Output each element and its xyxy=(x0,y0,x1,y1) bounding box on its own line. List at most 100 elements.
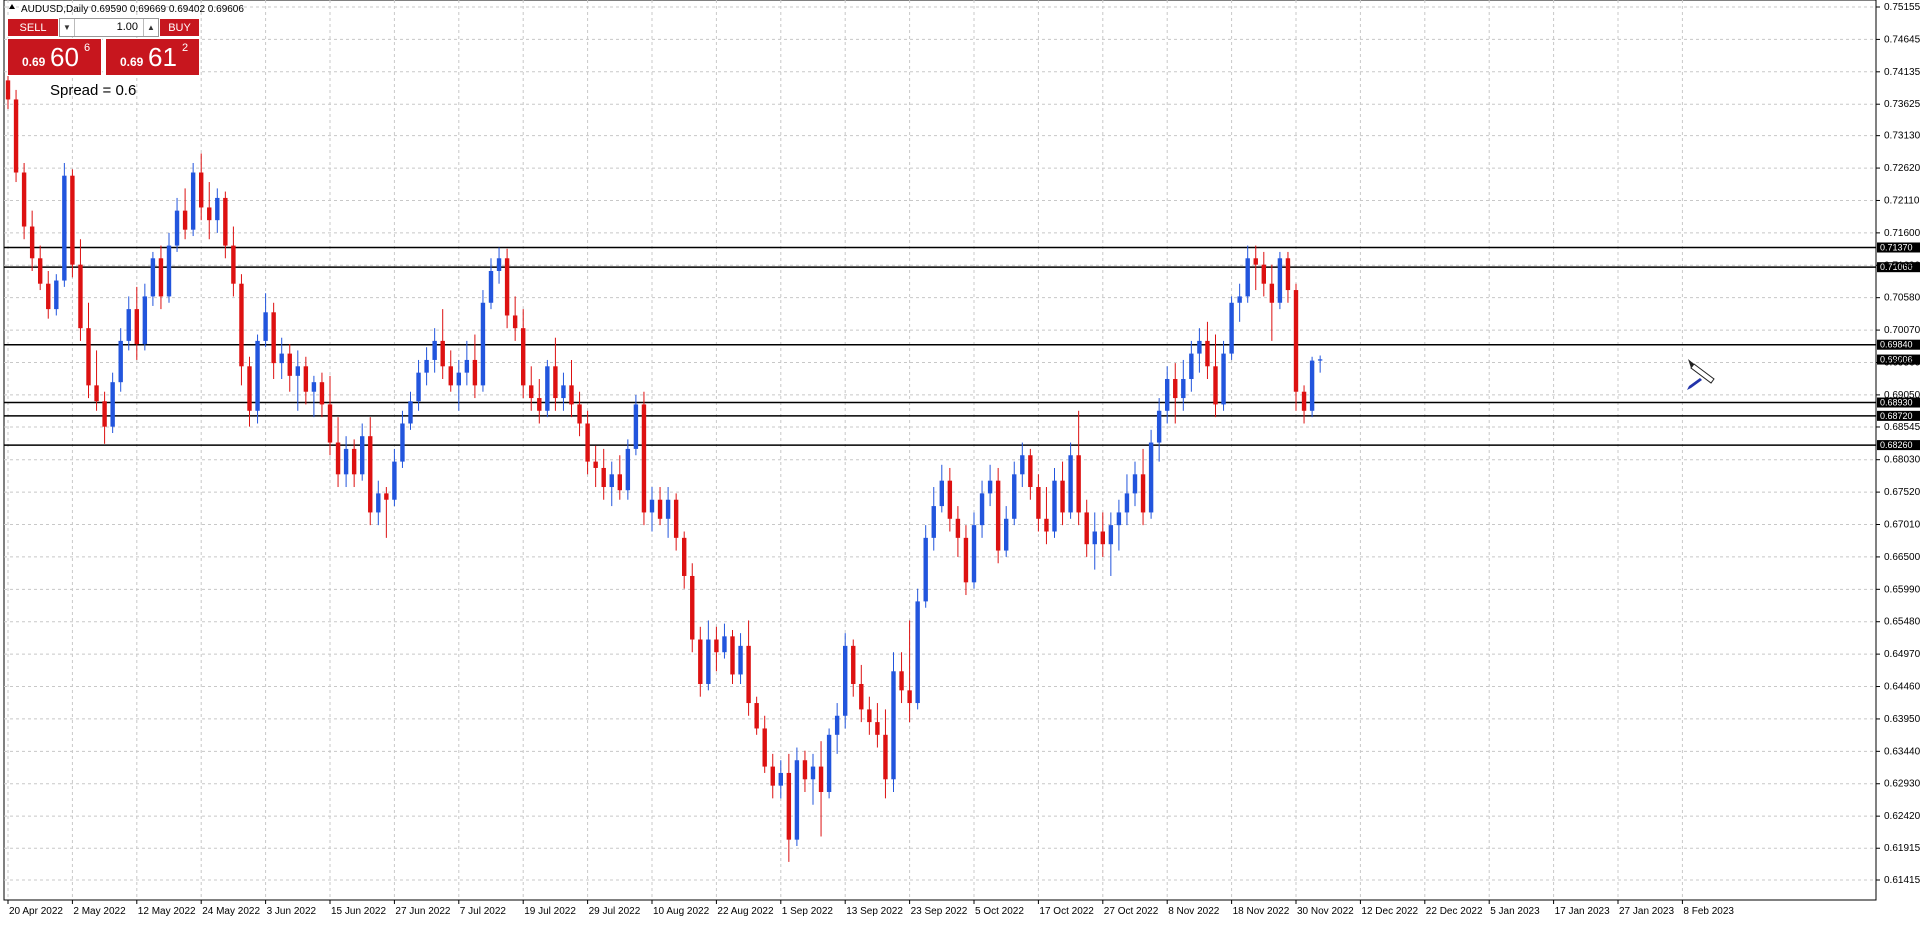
x-tick-label: 2 May 2022 xyxy=(73,906,126,917)
candle-body xyxy=(1116,512,1122,526)
candle-body xyxy=(802,760,808,780)
candle-body xyxy=(287,353,292,376)
candle-body xyxy=(722,636,727,653)
candle-body xyxy=(931,506,936,538)
candle-body xyxy=(1317,359,1323,361)
lot-increase-icon[interactable]: ▲ xyxy=(143,19,158,36)
candle-body xyxy=(690,575,695,640)
candle-body xyxy=(1132,474,1138,494)
candle-body xyxy=(601,467,606,488)
level-label: 0.68720 xyxy=(1880,411,1913,421)
candle-body xyxy=(738,645,743,675)
lot-size-input[interactable]: ▼ 1.00 ▲ xyxy=(59,18,159,37)
candle-body xyxy=(834,715,840,735)
y-tick-label: 0.68545 xyxy=(1884,422,1920,433)
candle-body xyxy=(408,401,413,424)
y-tick-label: 0.70070 xyxy=(1884,325,1920,336)
candle-body xyxy=(1092,531,1097,545)
lot-decrease-icon[interactable]: ▼ xyxy=(60,19,75,36)
candle-body xyxy=(810,766,816,780)
y-tick-label: 0.73625 xyxy=(1884,99,1920,110)
candle-body xyxy=(239,283,244,367)
candle-body xyxy=(488,270,494,303)
candle-body xyxy=(440,340,445,367)
sell-price-point: 6 xyxy=(84,42,91,54)
candle-body xyxy=(1028,455,1033,488)
x-tick-label: 23 Sep 2022 xyxy=(911,906,968,917)
candle-body xyxy=(5,80,11,100)
x-tick-label: 24 May 2022 xyxy=(202,906,260,917)
y-tick-label: 0.64970 xyxy=(1884,649,1920,660)
candle-body xyxy=(279,353,284,364)
candle-body xyxy=(939,480,944,507)
level-label: 0.68930 xyxy=(1880,398,1913,408)
candle-body xyxy=(770,766,775,786)
candle-body xyxy=(529,385,534,399)
level-label-bg xyxy=(1877,410,1920,421)
candle-body xyxy=(255,340,260,411)
chart-grid xyxy=(4,0,1876,900)
buy-price-button[interactable]: 0.69 61 2 xyxy=(105,38,200,76)
candle-body xyxy=(1148,442,1154,513)
buy-button[interactable]: BUY xyxy=(159,18,200,37)
x-tick-label: 1 Sep 2022 xyxy=(782,906,834,917)
candle-body xyxy=(207,207,212,221)
candle-body xyxy=(1213,366,1218,405)
candle-body xyxy=(1124,493,1130,513)
candle-body xyxy=(569,385,574,405)
candle-body xyxy=(561,385,566,399)
candle-body xyxy=(963,537,969,583)
y-tick-label: 0.75155 xyxy=(1884,2,1920,13)
y-tick-label: 0.70580 xyxy=(1884,293,1920,304)
collapse-arrow-icon[interactable] xyxy=(9,4,15,9)
candle-body xyxy=(971,525,977,583)
x-tick-label: 12 Dec 2022 xyxy=(1361,906,1418,917)
candle-body xyxy=(231,245,236,284)
candle-body xyxy=(859,683,864,710)
candle-body xyxy=(360,436,365,475)
candle-body xyxy=(126,309,131,341)
candle-body xyxy=(376,493,381,513)
x-tick-label: 17 Jan 2023 xyxy=(1555,906,1610,917)
y-tick-label: 0.66500 xyxy=(1884,552,1920,563)
candle-body xyxy=(577,404,582,424)
candle-body xyxy=(86,328,91,386)
candle-body xyxy=(1068,455,1073,513)
y-tick-label: 0.62420 xyxy=(1884,811,1920,822)
candle-body xyxy=(215,197,220,221)
candle-body xyxy=(319,382,325,405)
candle-body xyxy=(368,436,373,513)
candle-body xyxy=(295,366,300,376)
candle-body xyxy=(786,772,792,840)
candle-body xyxy=(730,636,735,675)
candle-body xyxy=(746,645,751,704)
x-tick-label: 17 Oct 2022 xyxy=(1039,906,1094,917)
buy-price-prefix: 0.69 xyxy=(120,55,144,69)
candle-body xyxy=(46,283,51,310)
y-tick-label: 0.73130 xyxy=(1884,131,1920,142)
candle-body xyxy=(682,537,687,576)
y-tick-label: 0.65480 xyxy=(1884,617,1920,628)
sell-price-prefix: 0.69 xyxy=(22,55,46,69)
level-label-bg xyxy=(1877,440,1920,451)
candle-body xyxy=(448,366,453,386)
candle-body xyxy=(343,448,349,475)
candle-body xyxy=(182,210,188,230)
candle-body xyxy=(384,493,389,500)
sell-price-button[interactable]: 0.69 60 6 xyxy=(7,38,102,76)
sell-button[interactable]: SELL xyxy=(7,18,59,37)
current-price-label: 0.69606 xyxy=(1880,355,1913,365)
level-label: 0.69840 xyxy=(1880,340,1913,350)
plot-area xyxy=(3,0,1877,901)
y-tick-label: 0.74135 xyxy=(1884,67,1920,78)
candle-body xyxy=(883,734,888,780)
y-tick-label: 0.61415 xyxy=(1884,875,1920,886)
x-tick-label: 27 Oct 2022 xyxy=(1104,906,1159,917)
candle-body xyxy=(875,722,880,735)
candle-body xyxy=(955,518,961,538)
candle-body xyxy=(150,258,156,297)
lot-value[interactable]: 1.00 xyxy=(116,21,138,33)
candlesticks xyxy=(5,74,1323,862)
candle-body xyxy=(166,245,172,297)
